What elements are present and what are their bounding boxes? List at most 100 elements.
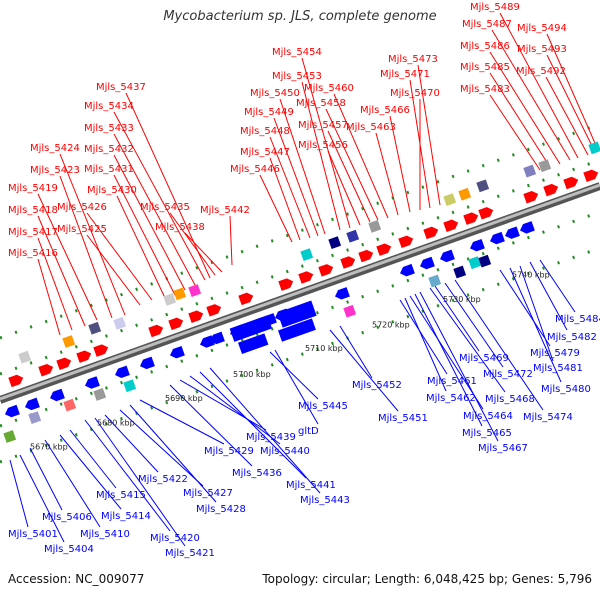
gene-block	[277, 300, 317, 328]
reverse-gene	[50, 388, 65, 402]
top-leader-line	[86, 212, 153, 301]
bottom-gene-label: Mjls_5452	[352, 380, 402, 391]
bottom-gene-label: Mjls_5406	[42, 512, 92, 523]
top-gene-label: Mjls_5493	[517, 44, 567, 55]
top-leader-line	[116, 195, 166, 299]
top-gene-label: Mjls_5458	[296, 98, 346, 109]
top-leader-line	[375, 132, 399, 216]
forward-gene	[463, 212, 479, 225]
top-leader-line	[113, 133, 196, 286]
reverse-gene	[85, 376, 100, 389]
feature-block	[63, 398, 77, 412]
bottom-leader-line	[444, 282, 504, 368]
gene-block	[163, 293, 177, 306]
forward-gene-arrow	[168, 317, 184, 331]
feature-block	[188, 284, 202, 297]
bottom-gene-label: Mjls_5480	[541, 384, 591, 395]
reverse-gene-large	[237, 333, 269, 355]
forward-gene	[318, 264, 334, 277]
feature-block	[328, 236, 342, 250]
bottom-gene-label: Mjls_5481	[533, 363, 583, 374]
forward-gene	[423, 226, 439, 240]
reverse-gene-arrow	[115, 365, 130, 379]
feature-block	[300, 248, 314, 261]
bottom-leader-line	[19, 454, 65, 543]
gene-block	[188, 284, 202, 297]
bottom-gene-label: Mjls_5420	[150, 533, 200, 544]
top-leader-line	[37, 193, 98, 321]
bottom-leader-line	[84, 419, 171, 532]
top-gene-label: Mjls_5460	[304, 83, 354, 94]
forward-gene-arrow	[358, 249, 374, 263]
forward-gene	[56, 357, 72, 371]
top-leader-line	[409, 79, 431, 209]
feature-block	[173, 287, 187, 301]
reverse-gene-arrow	[505, 226, 520, 239]
top-gene-label: Mjls_5438	[155, 222, 205, 233]
top-gene-label: Mjls_5492	[516, 66, 566, 77]
feature-block	[428, 274, 442, 288]
forward-gene	[298, 271, 314, 284]
top-leader-line	[184, 232, 223, 273]
forward-gene	[543, 183, 559, 197]
reverse-gene	[490, 231, 505, 245]
forward-gene-arrow	[206, 304, 222, 317]
forward-gene	[93, 344, 109, 357]
top-gene-label: Mjls_5435	[140, 202, 190, 213]
forward-gene-arrow	[543, 183, 559, 197]
top-leader-line	[417, 64, 441, 206]
gene-block	[346, 229, 360, 243]
label-leader-lines	[9, 12, 599, 547]
axis-tick-label: 5700 kbp	[233, 370, 271, 379]
top-gene-label: Mjls_5419	[8, 183, 58, 194]
forward-gene-arrow	[478, 207, 494, 220]
axis-ticks: 5670 kbp 5680 kbp 5690 kbp 5700 kbp 5710 kbp…	[30, 270, 550, 451]
feature-block	[62, 335, 76, 348]
gene-block	[62, 335, 76, 348]
reverse-gene-arrow	[85, 376, 100, 389]
gene-block	[173, 287, 187, 301]
reverse-gene-arrow	[520, 221, 535, 234]
axis-tick-label: 5730 kbp	[443, 295, 481, 304]
gene-block	[229, 315, 273, 342]
bottom-leader-line	[44, 439, 101, 528]
axis-tick-label: 5720 kbp	[372, 320, 410, 329]
top-leader-line	[59, 153, 126, 316]
reverse-gene-arrow	[400, 263, 415, 277]
feature-block	[443, 193, 457, 206]
bottom-gene-label: Mjls_5427	[183, 488, 233, 499]
reverse-gene-arrow	[140, 356, 155, 370]
reverse-gene-arrow	[5, 404, 20, 418]
forward-gene-arrow	[318, 264, 334, 277]
reverse-gene	[25, 397, 40, 411]
top-leader-line	[273, 117, 319, 237]
top-gene-label: Mjls_5437	[96, 82, 146, 93]
gene-block	[277, 318, 316, 342]
top-gene-label: Mjls_5489	[470, 2, 520, 13]
feature-block	[93, 388, 107, 401]
reverse-gene	[520, 221, 535, 234]
gene-block	[523, 164, 537, 178]
reverse-gene	[400, 263, 415, 277]
gene-block	[18, 350, 32, 364]
top-leader-line	[389, 115, 411, 213]
top-gene-label: Mjls_5416	[8, 248, 58, 259]
feature-block	[3, 430, 17, 443]
reverse-gene	[200, 335, 215, 348]
bottom-gene-label: Mjls_5421	[165, 548, 215, 559]
reverse-gene-arrow	[420, 256, 435, 270]
bottom-leader-line	[9, 459, 29, 528]
axis-tick-label: 5680 kbp	[97, 418, 135, 427]
gene-block	[93, 388, 107, 401]
top-gene-label: Mjls_5448	[240, 126, 290, 137]
bottom-leader-line	[429, 287, 506, 393]
bottom-gene-label: Mjls_5468	[485, 394, 535, 405]
bottom-gene-label: Mjls_5474	[523, 412, 573, 423]
gene-block	[300, 248, 314, 261]
bottom-gene-label: Mjls_5414	[101, 511, 151, 522]
feature-block	[346, 229, 360, 243]
reverse-gene	[335, 287, 350, 300]
top-gene-label: Mjls_5446	[230, 164, 280, 175]
forward-gene	[38, 364, 54, 377]
top-gene-label: Mjls_5466	[360, 105, 410, 116]
